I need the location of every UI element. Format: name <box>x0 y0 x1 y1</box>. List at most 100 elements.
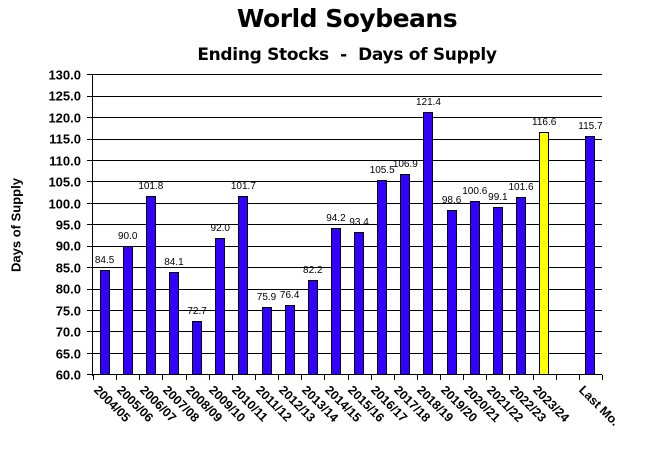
x-tick-mark <box>208 375 210 380</box>
gridline <box>87 138 602 140</box>
data-label: 121.4 <box>415 96 441 108</box>
data-label: 101.6 <box>508 181 534 193</box>
bar <box>330 228 341 375</box>
data-label: 92.0 <box>210 222 230 234</box>
bar <box>192 320 203 375</box>
bar <box>446 209 457 375</box>
gridline <box>87 352 602 354</box>
data-label: 101.7 <box>230 181 256 193</box>
y-tick-label: 120.0 <box>48 110 81 126</box>
x-tick-mark <box>324 375 326 380</box>
y-tick-label: 130.0 <box>48 67 81 83</box>
y-tick-label: 70.0 <box>55 324 81 340</box>
bar <box>400 174 411 375</box>
y-axis <box>92 74 93 376</box>
data-label: 100.6 <box>462 186 488 197</box>
bar <box>238 196 249 375</box>
x-tick-mark <box>231 375 233 380</box>
x-tick-mark <box>254 375 256 380</box>
y-tick-label: 125.0 <box>48 88 81 104</box>
x-tick-mark <box>532 375 534 380</box>
data-label: 93.4 <box>349 216 369 228</box>
bar <box>284 304 295 375</box>
bar <box>99 270 110 375</box>
bar <box>423 111 434 375</box>
bar <box>145 195 156 375</box>
x-tick-mark <box>116 375 118 380</box>
x-tick-mark <box>602 375 603 380</box>
x-tick-mark <box>301 375 303 380</box>
y-tick-label: 85.0 <box>55 260 81 276</box>
chart-title: World Soybeans <box>236 4 458 33</box>
chart-subtitle: Ending Stocks - Days of Supply <box>197 45 497 65</box>
data-label: 98.6 <box>441 194 462 206</box>
gridline <box>87 245 602 247</box>
gridline <box>87 309 602 311</box>
data-label: 106.9 <box>392 159 418 170</box>
x-tick-mark <box>463 375 465 380</box>
y-tick-label: 80.0 <box>55 281 81 297</box>
data-label: 105.5 <box>369 165 395 176</box>
data-label: 115.7 <box>578 121 603 133</box>
bar <box>261 306 272 375</box>
x-tick-mark <box>486 375 488 380</box>
y-tick-label: 100.0 <box>48 196 81 212</box>
x-tick-mark <box>370 375 372 380</box>
bar <box>585 136 596 375</box>
data-label: 75.9 <box>256 291 277 303</box>
bar <box>492 207 503 375</box>
y-tick-label: 105.0 <box>48 174 81 190</box>
data-label: 84.1 <box>164 256 184 268</box>
x-tick-mark <box>93 375 94 380</box>
data-label: 82.2 <box>303 264 323 276</box>
gridline <box>87 288 602 290</box>
y-tick-label: 95.0 <box>55 217 81 233</box>
y-tick-label: 75.0 <box>55 303 81 319</box>
data-label: 94.2 <box>326 213 346 225</box>
bar-highlighted <box>539 132 550 375</box>
y-tick-label: 65.0 <box>55 346 81 362</box>
x-tick-mark <box>416 375 418 380</box>
data-label: 101.8 <box>138 180 164 192</box>
gridline <box>87 224 602 226</box>
bar <box>516 196 527 375</box>
data-label: 84.5 <box>94 255 115 266</box>
gridline <box>87 202 602 204</box>
x-tick-label: Last Mo. <box>576 383 623 429</box>
x-tick-mark <box>555 375 557 380</box>
x-tick-mark <box>578 375 580 380</box>
x-tick-mark <box>185 375 187 380</box>
data-label: 76.4 <box>279 289 300 301</box>
x-tick-mark <box>162 375 164 380</box>
bar <box>215 237 226 375</box>
bar <box>122 246 133 375</box>
x-tick-mark <box>393 375 395 380</box>
x-tick-mark <box>278 375 280 380</box>
bar <box>377 180 388 375</box>
gridline <box>87 159 602 161</box>
y-tick-label: 90.0 <box>55 238 81 254</box>
bar <box>307 279 318 375</box>
y-tick-label: 110.0 <box>49 153 81 169</box>
x-axis <box>87 374 602 376</box>
gridline <box>87 181 602 183</box>
data-label: 99.1 <box>488 192 508 204</box>
gridline <box>87 95 602 97</box>
gridline <box>87 331 602 333</box>
x-tick-mark <box>139 375 141 380</box>
y-tick-label: 115.0 <box>49 131 81 147</box>
data-label: 72.7 <box>187 305 207 317</box>
bar <box>469 201 480 375</box>
x-tick-mark <box>347 375 349 380</box>
y-axis-label: Days of Supply <box>8 178 24 272</box>
x-tick-mark <box>509 375 511 380</box>
gridline <box>87 117 602 119</box>
gridline <box>87 74 602 76</box>
y-tick-label: 60.0 <box>55 367 81 383</box>
data-label: 116.6 <box>532 117 557 129</box>
bar <box>354 231 365 375</box>
gridline <box>87 267 602 269</box>
data-label: 90.0 <box>117 231 138 243</box>
bar <box>168 271 179 375</box>
x-tick-mark <box>440 375 442 380</box>
